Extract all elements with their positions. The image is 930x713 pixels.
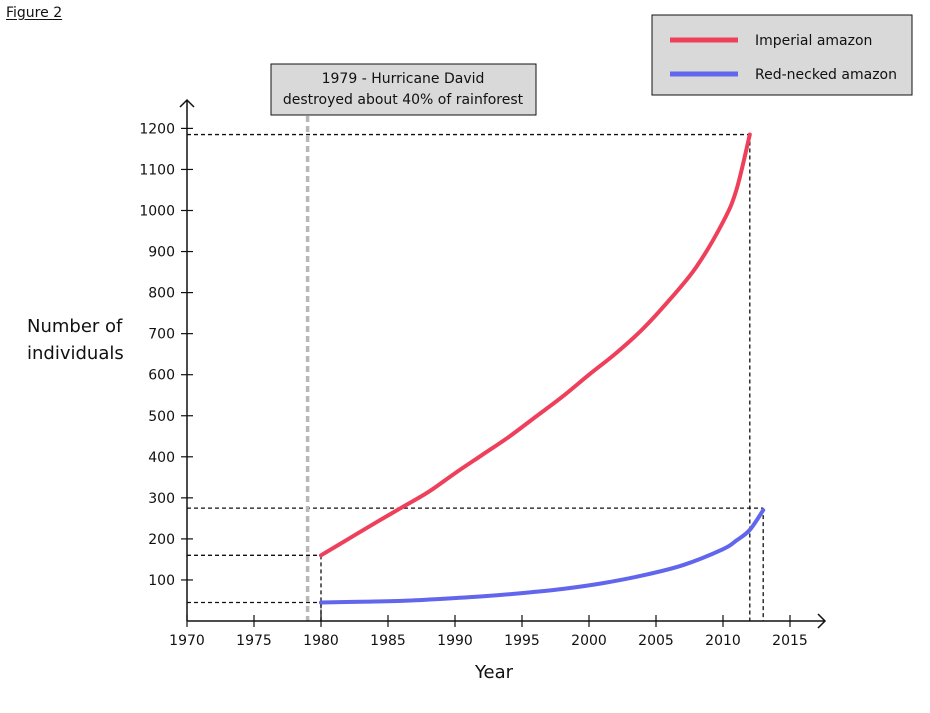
axis-titles: Year Number of individuals — [27, 316, 514, 683]
x-tick-label: 2010 — [705, 633, 741, 649]
legend-label: Red-necked amazon — [755, 67, 897, 83]
y-tick-label: 1000 — [139, 204, 175, 220]
series-line-imperial-amazon — [319, 132, 752, 558]
x-tick-label: 1970 — [169, 633, 205, 649]
y-axis-title: Number of — [27, 316, 123, 337]
x-tick-label: 2005 — [638, 633, 674, 649]
x-tick-label: 1975 — [236, 633, 272, 649]
x-axis-arrow — [817, 613, 827, 629]
y-tick-label: 400 — [148, 450, 175, 466]
series-lines — [319, 132, 766, 605]
legend-label: Imperial amazon — [755, 33, 872, 49]
x-tick-label: 1995 — [504, 633, 540, 649]
y-tick-label: 100 — [148, 573, 175, 589]
y-tick-label: 500 — [148, 409, 175, 425]
x-tick-label: 1980 — [303, 633, 339, 649]
y-tick-label: 300 — [148, 491, 175, 507]
y-axis-arrow — [179, 98, 195, 108]
reference-lines — [187, 133, 764, 621]
x-tick-label: 2015 — [772, 633, 808, 649]
series-line-red-necked-amazon — [319, 508, 766, 605]
y-tick-label: 1200 — [139, 121, 175, 137]
legend-box — [651, 14, 913, 96]
event-annotation: 1979 - Hurricane David destroyed about 40… — [270, 63, 537, 621]
x-tick-label: 1985 — [370, 633, 406, 649]
y-tick-label: 900 — [148, 245, 175, 261]
legend: Imperial amazon Red-necked amazon — [651, 14, 913, 96]
y-tick-label: 800 — [148, 286, 175, 302]
x-tick-label: 1990 — [437, 633, 473, 649]
x-tick-label: 2000 — [571, 633, 607, 649]
y-axis-title: individuals — [27, 343, 124, 364]
figure-label: Figure 2 — [6, 5, 63, 21]
y-tick-label: 700 — [148, 327, 175, 343]
y-tick-label: 600 — [148, 368, 175, 384]
event-label-text: 1979 - Hurricane David — [322, 71, 485, 87]
axes: 1970 1975 1980 1985 1990 1995 2000 2005 2010 2015… — [139, 98, 827, 649]
event-label-box — [270, 63, 537, 116]
y-tick-label: 200 — [148, 532, 175, 548]
x-axis-title: Year — [474, 662, 514, 683]
y-tick-label: 1100 — [139, 162, 175, 178]
event-label-text: destroyed about 40% of rainforest — [283, 92, 524, 108]
